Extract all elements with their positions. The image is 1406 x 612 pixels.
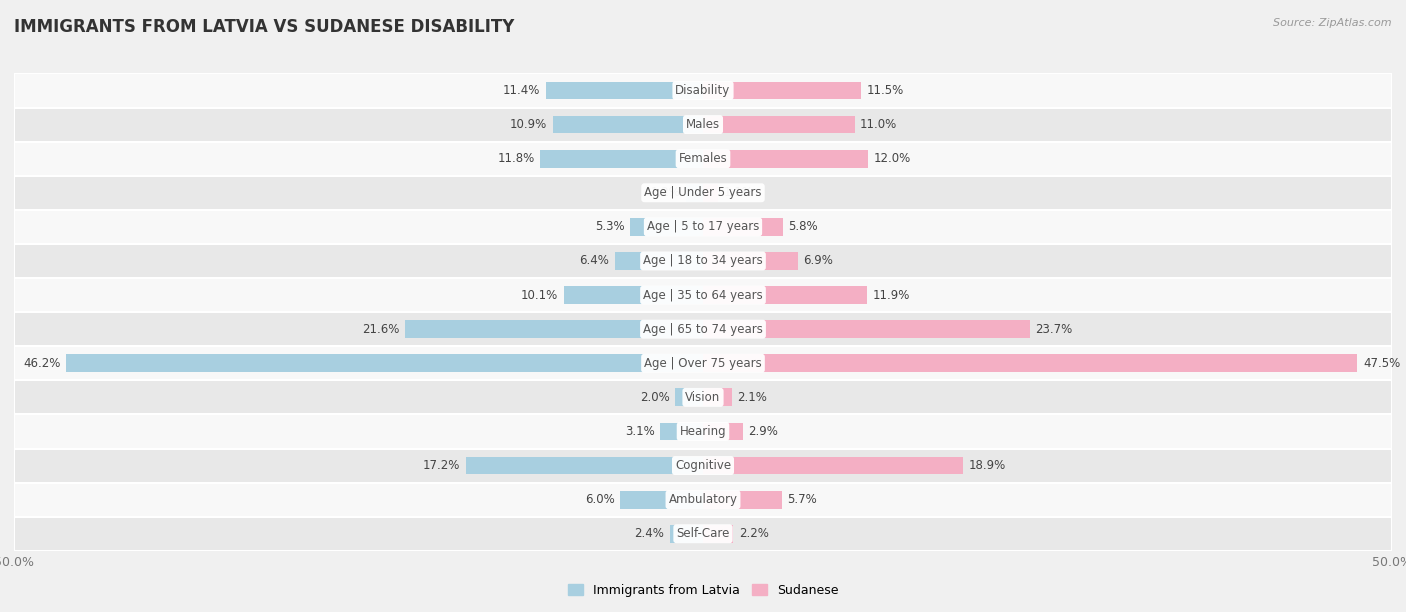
Bar (546, 81, 703, 99)
Bar (14, 176, 1392, 210)
Text: Age | 5 to 17 years: Age | 5 to 17 years (647, 220, 759, 233)
Text: 21.6%: 21.6% (363, 323, 399, 335)
Text: Age | Over 75 years: Age | Over 75 years (644, 357, 762, 370)
Text: Ambulatory: Ambulatory (668, 493, 738, 506)
Bar (14, 449, 1392, 483)
Text: 1.2%: 1.2% (651, 186, 681, 200)
Text: Self-Care: Self-Care (676, 528, 730, 540)
Bar (614, 252, 703, 270)
Bar (14, 108, 1392, 141)
Text: Vision: Vision (685, 391, 721, 404)
Text: Source: ZipAtlas.com: Source: ZipAtlas.com (1274, 18, 1392, 28)
Bar (703, 81, 862, 99)
Text: Age | 65 to 74 years: Age | 65 to 74 years (643, 323, 763, 335)
Bar (703, 320, 1029, 338)
Bar (14, 414, 1392, 449)
Bar (703, 389, 733, 406)
Text: Age | 35 to 64 years: Age | 35 to 64 years (643, 289, 763, 302)
Bar (14, 312, 1392, 346)
Bar (703, 354, 1358, 372)
Text: 10.1%: 10.1% (522, 289, 558, 302)
Bar (703, 150, 869, 168)
Bar (14, 380, 1392, 414)
Bar (14, 278, 1392, 312)
Bar (703, 184, 718, 201)
Text: 23.7%: 23.7% (1035, 323, 1073, 335)
Bar (540, 150, 703, 168)
Bar (675, 389, 703, 406)
Text: Age | Under 5 years: Age | Under 5 years (644, 186, 762, 200)
Text: 6.9%: 6.9% (804, 255, 834, 267)
Text: 11.9%: 11.9% (873, 289, 910, 302)
Text: 5.7%: 5.7% (787, 493, 817, 506)
Text: Disability: Disability (675, 84, 731, 97)
Text: 47.5%: 47.5% (1362, 357, 1400, 370)
Bar (14, 73, 1392, 108)
Text: 11.0%: 11.0% (860, 118, 897, 131)
Bar (703, 252, 799, 270)
Text: Males: Males (686, 118, 720, 131)
Text: Cognitive: Cognitive (675, 459, 731, 472)
Text: 46.2%: 46.2% (24, 357, 60, 370)
Bar (14, 210, 1392, 244)
Bar (703, 218, 783, 236)
Bar (564, 286, 703, 304)
Bar (465, 457, 703, 474)
Text: IMMIGRANTS FROM LATVIA VS SUDANESE DISABILITY: IMMIGRANTS FROM LATVIA VS SUDANESE DISAB… (14, 18, 515, 36)
Bar (405, 320, 703, 338)
Text: 2.0%: 2.0% (640, 391, 669, 404)
Bar (703, 457, 963, 474)
Text: 11.8%: 11.8% (498, 152, 534, 165)
Text: 6.0%: 6.0% (585, 493, 614, 506)
Text: 1.1%: 1.1% (724, 186, 754, 200)
Bar (703, 423, 742, 440)
Bar (703, 286, 868, 304)
Text: Females: Females (679, 152, 727, 165)
Text: 18.9%: 18.9% (969, 459, 1007, 472)
Bar (630, 218, 703, 236)
Text: 2.1%: 2.1% (738, 391, 768, 404)
Text: 17.2%: 17.2% (423, 459, 461, 472)
Bar (669, 525, 703, 543)
Bar (14, 244, 1392, 278)
Text: 2.4%: 2.4% (634, 528, 665, 540)
Text: 6.4%: 6.4% (579, 255, 609, 267)
Bar (66, 354, 703, 372)
Text: 2.2%: 2.2% (738, 528, 769, 540)
Bar (14, 346, 1392, 380)
Bar (703, 525, 734, 543)
Text: 5.8%: 5.8% (789, 220, 818, 233)
Text: Hearing: Hearing (679, 425, 727, 438)
Text: 11.5%: 11.5% (868, 84, 904, 97)
Text: 10.9%: 10.9% (510, 118, 547, 131)
Bar (620, 491, 703, 509)
Legend: Immigrants from Latvia, Sudanese: Immigrants from Latvia, Sudanese (562, 579, 844, 602)
Text: 12.0%: 12.0% (875, 152, 911, 165)
Bar (14, 483, 1392, 517)
Bar (686, 184, 703, 201)
Bar (661, 423, 703, 440)
Bar (703, 116, 855, 133)
Text: 11.4%: 11.4% (503, 84, 540, 97)
Bar (14, 517, 1392, 551)
Bar (553, 116, 703, 133)
Bar (703, 491, 782, 509)
Text: 2.9%: 2.9% (748, 425, 779, 438)
Text: 3.1%: 3.1% (626, 425, 655, 438)
Text: Age | 18 to 34 years: Age | 18 to 34 years (643, 255, 763, 267)
Bar (14, 141, 1392, 176)
Text: 5.3%: 5.3% (595, 220, 624, 233)
